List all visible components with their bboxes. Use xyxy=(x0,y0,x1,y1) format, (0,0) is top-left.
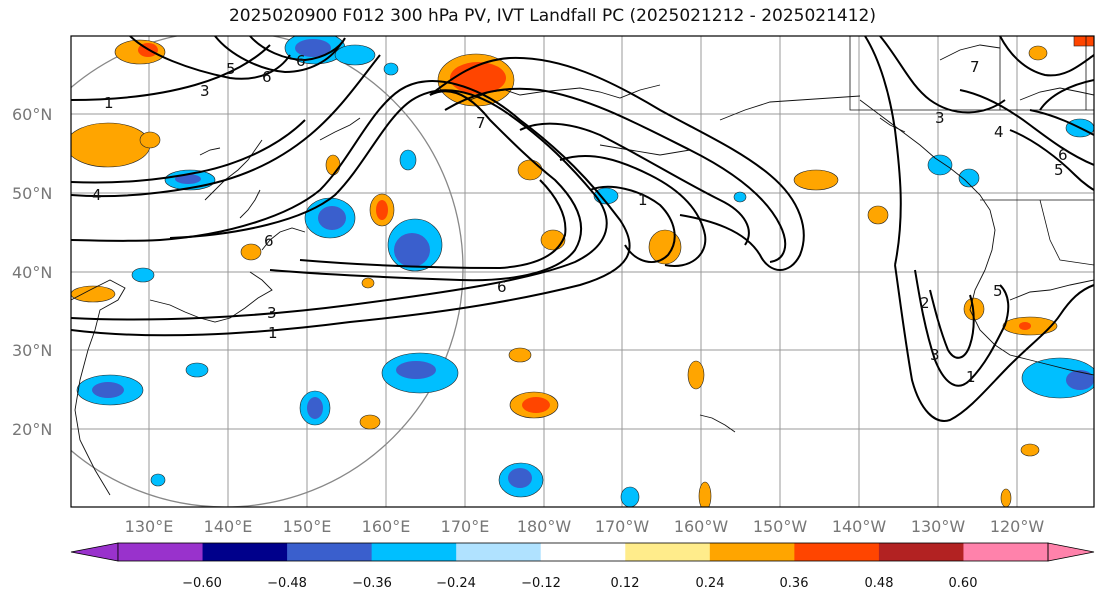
lon-label: 160°E xyxy=(362,517,411,536)
colorbar-labels: −0.60 −0.48 −0.36 −0.24 −0.12 0.12 0.24 … xyxy=(182,576,977,591)
borders xyxy=(849,36,1094,266)
contour-label: 3 xyxy=(935,109,945,127)
lon-label: 170°W xyxy=(595,517,650,536)
colorbar-tick-label: 0.24 xyxy=(696,576,725,591)
colorbar-tick-label: 0.48 xyxy=(865,576,894,591)
contour-label: 1 xyxy=(966,368,976,386)
contour-label: 1 xyxy=(268,324,278,342)
map-border xyxy=(70,35,1095,508)
colorbar-tick-label: −0.36 xyxy=(352,576,392,591)
lon-label: 130°W xyxy=(911,517,966,536)
colorbar-tick-label: 0.12 xyxy=(611,576,640,591)
colorbar-segment xyxy=(371,543,457,561)
lon-label: 130°E xyxy=(125,517,174,536)
colorbar-segment xyxy=(709,543,795,561)
contour-label: 3 xyxy=(930,346,940,364)
lon-label: 150°W xyxy=(753,517,808,536)
colorbar-tick-label: −0.48 xyxy=(267,576,307,591)
colorbar xyxy=(70,542,1095,562)
contour-label: 7 xyxy=(970,58,980,76)
contour-label: 5 xyxy=(993,282,1003,300)
lon-label: 140°W xyxy=(832,517,887,536)
lon-label: 120°W xyxy=(990,517,1045,536)
lon-label: 140°E xyxy=(204,517,253,536)
lat-label: 20°N xyxy=(12,420,52,439)
latitude-labels: 60°N 50°N 40°N 30°N 20°N xyxy=(12,105,52,439)
colorbar-extend-max xyxy=(1047,542,1095,562)
contour-label: 6 xyxy=(497,278,507,296)
colorbar-segment xyxy=(202,543,288,561)
contour-label: 6 xyxy=(262,68,272,86)
colorbar-segment xyxy=(963,543,1049,561)
colorbar-segment xyxy=(794,543,880,561)
colorbar-segment xyxy=(118,543,204,561)
contour-labels: 1 3 6 4 7 6 5 3 1 6 3 2 3 4 5 6 7 1 5 6 … xyxy=(92,52,1068,386)
contour-label: 4 xyxy=(994,123,1004,141)
lat-label: 40°N xyxy=(12,263,52,282)
lat-label: 50°N xyxy=(12,184,52,203)
contour-label: 3 xyxy=(200,82,210,100)
lat-label: 30°N xyxy=(12,341,52,360)
colorbar-tick-label: −0.12 xyxy=(521,576,561,591)
colorbar-segment xyxy=(625,543,711,561)
contour-label: 3 xyxy=(267,304,277,322)
contour-label: 1 xyxy=(104,94,114,112)
colorbar-tick-label: −0.24 xyxy=(436,576,476,591)
lon-label: 160°W xyxy=(674,517,729,536)
colorbar-tick-label: 0.36 xyxy=(780,576,809,591)
radius-circle xyxy=(71,36,464,507)
longitude-labels: 130°E 140°E 150°E 160°E 170°E 180°W 170°… xyxy=(125,517,1045,536)
lon-label: 170°E xyxy=(441,517,490,536)
contour-label: 5 xyxy=(226,60,236,78)
pv-negative-anomalies xyxy=(76,36,1094,507)
colorbar-segment xyxy=(540,543,626,561)
contour-label: 4 xyxy=(92,186,102,204)
pv-contours xyxy=(71,36,1094,422)
contour-label: 2 xyxy=(920,294,930,312)
contour-label: 6 xyxy=(264,232,274,250)
colorbar-segment xyxy=(287,543,373,561)
colorbar-extend-min xyxy=(70,542,119,562)
colorbar-tick-label: −0.60 xyxy=(182,576,222,591)
lon-label: 180°W xyxy=(517,517,572,536)
colorbar-border xyxy=(117,542,1049,562)
lat-label: 60°N xyxy=(12,105,52,124)
colorbar-segment xyxy=(456,543,542,561)
lon-label: 150°E xyxy=(283,517,332,536)
contour-label: 7 xyxy=(476,114,486,132)
contour-label: 6 xyxy=(1058,146,1068,164)
contour-label: 1 xyxy=(638,191,648,209)
colorbar-segment xyxy=(878,543,964,561)
contour-label: 6 xyxy=(296,52,306,70)
map-title: 2025020900 F012 300 hPa PV, IVT Landfall… xyxy=(228,6,876,26)
colorbar-tick-label: 0.60 xyxy=(949,576,978,591)
contour-label: 5 xyxy=(1054,161,1064,179)
